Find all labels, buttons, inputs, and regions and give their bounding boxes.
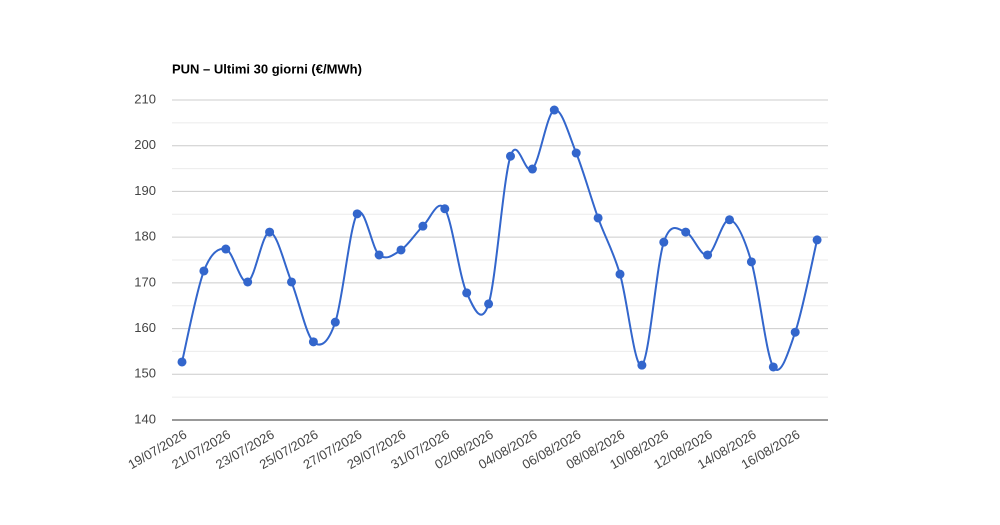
y-tick-label: 160: [134, 320, 156, 335]
y-tick-label: 190: [134, 183, 156, 198]
point: [681, 227, 691, 237]
point: [199, 266, 209, 276]
point: [308, 337, 318, 347]
point: [812, 235, 822, 245]
y-tick-label: 210: [134, 91, 156, 106]
point: [725, 215, 734, 225]
y-tick-label: 150: [134, 366, 156, 381]
point: [527, 164, 537, 174]
point: [265, 227, 275, 237]
point: [221, 244, 231, 254]
point: [746, 257, 756, 267]
point: [243, 277, 253, 287]
point: [440, 204, 450, 214]
point: [330, 317, 340, 327]
point: [637, 360, 647, 370]
point: [768, 362, 778, 372]
point: [659, 237, 669, 247]
point: [396, 245, 406, 255]
point: [484, 299, 494, 309]
point: [615, 269, 625, 279]
point: [790, 327, 800, 337]
y-tick-label: 180: [134, 229, 156, 244]
point: [593, 213, 603, 223]
y-tick-label: 140: [134, 411, 156, 426]
point: [571, 148, 581, 158]
point: [287, 277, 296, 287]
point: [374, 250, 384, 260]
line: [181, 109, 819, 371]
point: [352, 209, 362, 219]
point: [462, 288, 472, 298]
point: [177, 357, 187, 367]
point: [549, 105, 559, 115]
point: [703, 250, 713, 260]
y-tick-label: 170: [134, 274, 156, 289]
y-tick-label: 200: [134, 137, 156, 152]
chart-title: PUN – Ultimi 30 giorni (€/MWh): [172, 61, 362, 76]
point: [506, 151, 515, 161]
point: [418, 221, 428, 231]
